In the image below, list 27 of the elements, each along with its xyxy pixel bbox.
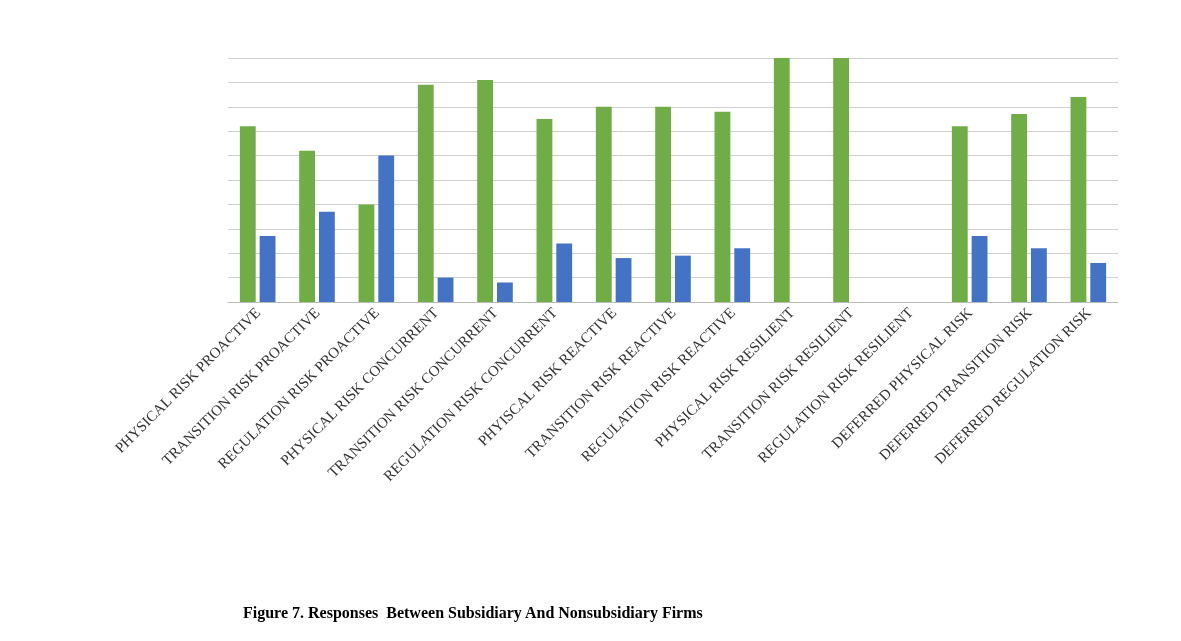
bar [951,126,968,302]
bar [1011,114,1028,302]
bar [1070,97,1087,302]
bar [536,119,553,302]
bar [714,111,731,302]
bar [615,258,632,302]
bar [674,255,691,302]
bar [358,204,375,302]
bar [655,106,672,302]
bar [259,236,276,302]
bar [239,126,256,302]
bar [773,58,790,302]
bar [378,155,395,302]
bar [496,282,513,302]
bar [318,211,335,302]
bar [299,150,316,302]
bar [417,84,434,302]
bar [595,106,612,302]
text: Figure 7. Responses Between Subsidiary And Nonsubsidiary Firms [243,603,703,622]
bar [971,236,988,302]
bar [734,248,751,302]
bar [1090,262,1107,302]
bar [556,243,573,302]
bar [437,277,454,302]
bar [833,58,850,302]
bar [477,79,494,302]
bar [1030,248,1047,302]
